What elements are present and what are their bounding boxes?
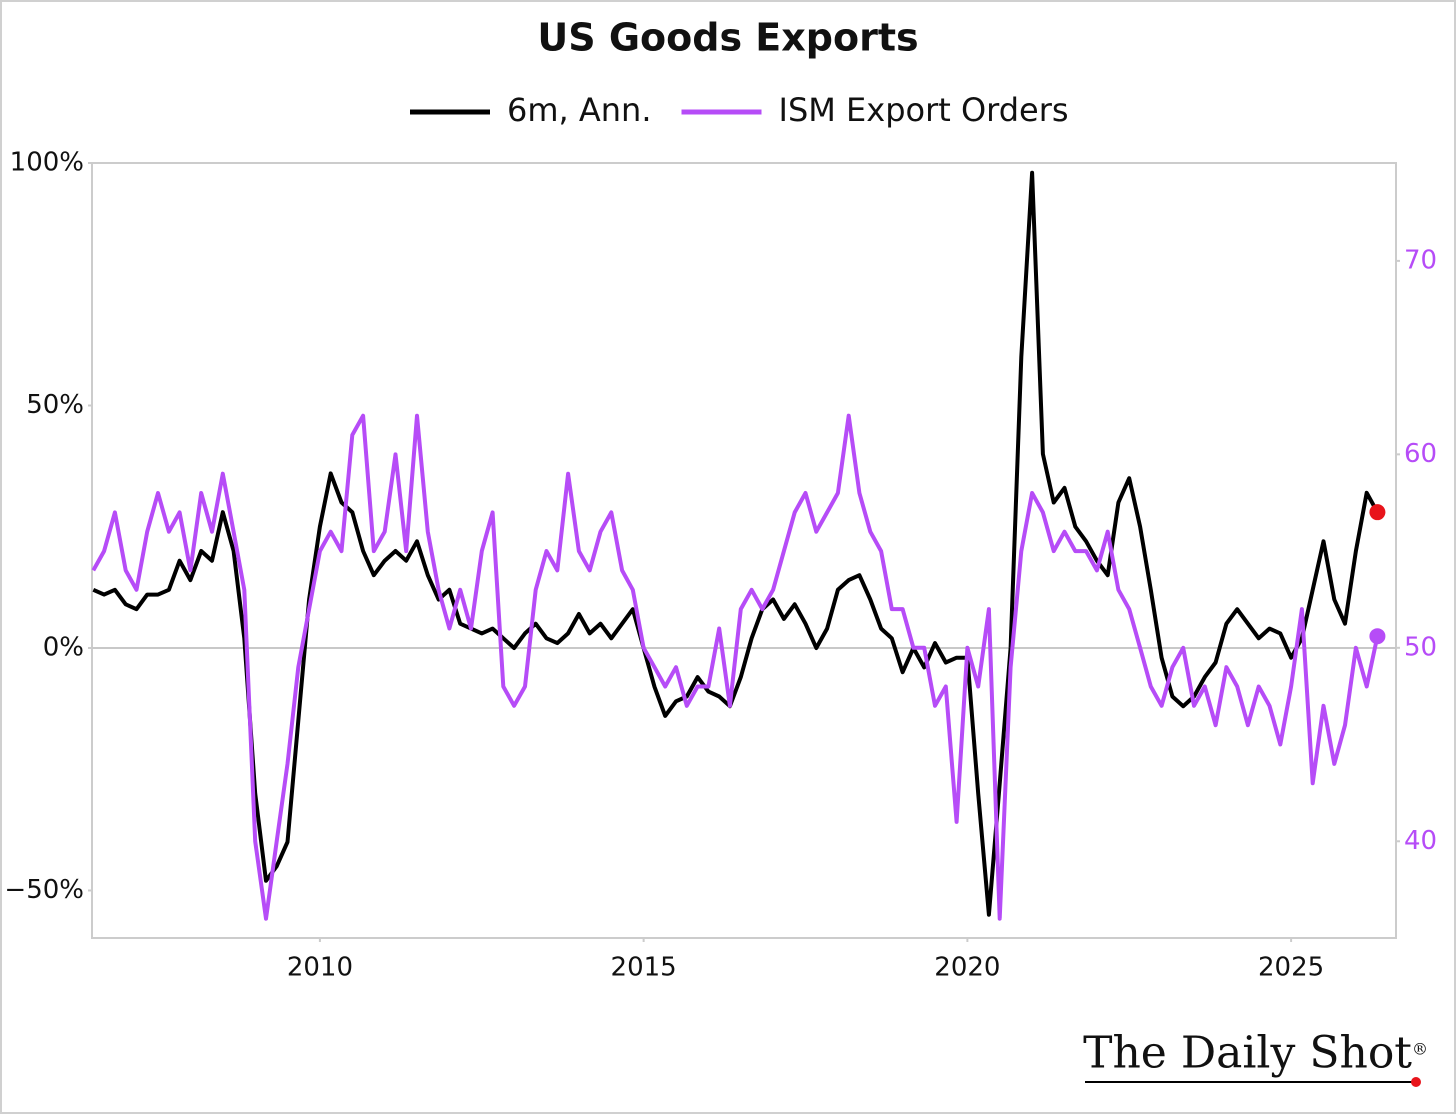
y-tick-label: 100% <box>10 148 84 178</box>
series-line <box>91 413 1380 921</box>
brand: The Daily Shot <box>1083 1028 1412 1079</box>
end-marker <box>1369 628 1386 645</box>
legend-label: 6m, Ann. <box>507 91 652 129</box>
end-marker <box>1369 504 1386 521</box>
x-tick-label: 2010 <box>287 953 353 983</box>
y2-tick-label: 40 <box>1404 826 1437 856</box>
y-tick-label: 50% <box>26 390 84 420</box>
brand-dot <box>1411 1077 1421 1087</box>
chart-title: US Goods Exports <box>537 16 918 60</box>
y2-tick-label: 60 <box>1404 439 1437 469</box>
y2-tick-label: 70 <box>1404 245 1437 275</box>
brand-mark: ® <box>1412 1040 1428 1059</box>
plot-frame <box>91 162 1397 939</box>
x-tick-label: 2015 <box>611 953 677 983</box>
x-tick-label: 2025 <box>1258 953 1324 983</box>
y-tick-label: 0% <box>43 632 84 662</box>
y2-tick-label: 50 <box>1404 632 1437 662</box>
y-tick-label: −50% <box>4 875 84 905</box>
x-tick-label: 2020 <box>934 953 1000 983</box>
legend-label: ISM Export Orders <box>779 91 1069 129</box>
